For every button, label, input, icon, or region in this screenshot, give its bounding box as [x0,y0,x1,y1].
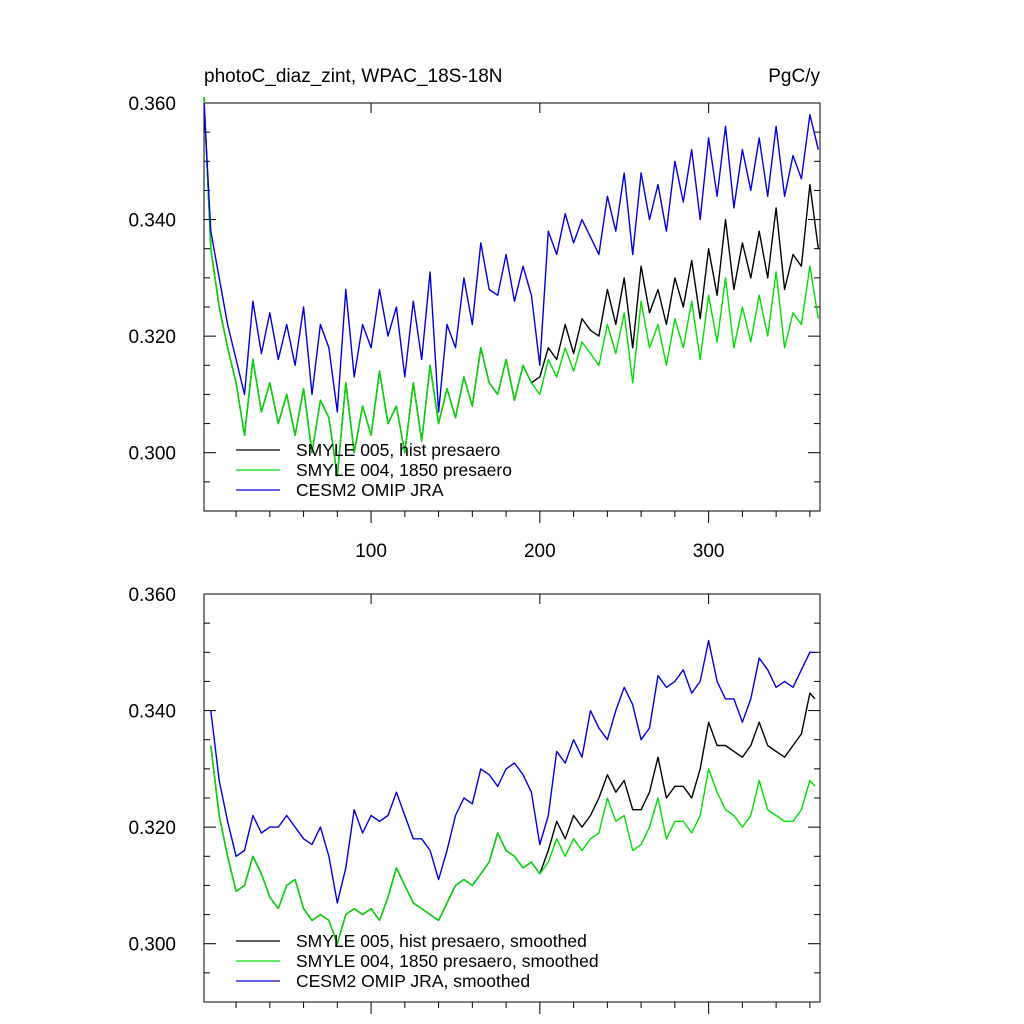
x-tick-label: 300 [693,541,725,562]
y-tick-label: 0.360 [128,585,176,606]
x-tick-label: 200 [524,541,556,562]
top-panel-units: PgC/y [768,66,820,87]
bottom-panel-series [210,639,816,945]
y-tick-label: 0.360 [128,94,176,115]
y-tick-label: 0.340 [128,211,176,232]
legend-label-cesm2: CESM2 OMIP JRA [296,480,444,500]
y-tick-label: 0.300 [128,935,176,956]
y-tick-label: 0.320 [128,327,176,348]
series-line-cesm2-omip-jra [203,102,819,413]
top-panel-ticks: 0.300 0.320 0.340 0.360 100 200 300 [128,94,820,562]
x-tick-label: 100 [355,541,387,562]
y-tick-label: 0.340 [128,702,176,723]
series-line-smyle-005-hist-presaero-smoothed [210,692,816,945]
bottom-legend: SMYLE 005, hist presaero, smoothed SMYLE… [236,931,599,991]
top-legend: SMYLE 005, hist presaero SMYLE 004, 1850… [236,440,512,500]
legend-label-smyle-005-smoothed: SMYLE 005, hist presaero, smoothed [296,931,587,951]
series-line-smyle-004-1850-presaero [203,97,819,477]
bottom-panel-ticks: 0.300 0.320 0.340 0.360 [128,585,820,1014]
legend-label-smyle-004: SMYLE 004, 1850 presaero [296,460,512,480]
bottom-panel: 0.300 0.320 0.340 0.360 SMYLE 005, hist pre… [128,585,821,1014]
series-line-cesm2-omip-jra-smoothed [210,639,815,904]
top-panel: photoC_diaz_zint, WPAC_18S-18N PgC/y 0.3… [128,66,821,562]
top-panel-title: photoC_diaz_zint, WPAC_18S-18N [204,66,503,87]
legend-label-smyle-004-smoothed: SMYLE 004, 1850 presaero, smoothed [296,951,599,971]
top-panel-series [203,97,819,477]
series-line-smyle-004-1850-presaero-smoothed [210,745,816,945]
legend-label-cesm2-smoothed: CESM2 OMIP JRA, smoothed [296,971,530,991]
y-tick-label: 0.320 [128,818,176,839]
y-tick-label: 0.300 [128,444,176,465]
legend-label-smyle-005: SMYLE 005, hist presaero [296,440,500,460]
